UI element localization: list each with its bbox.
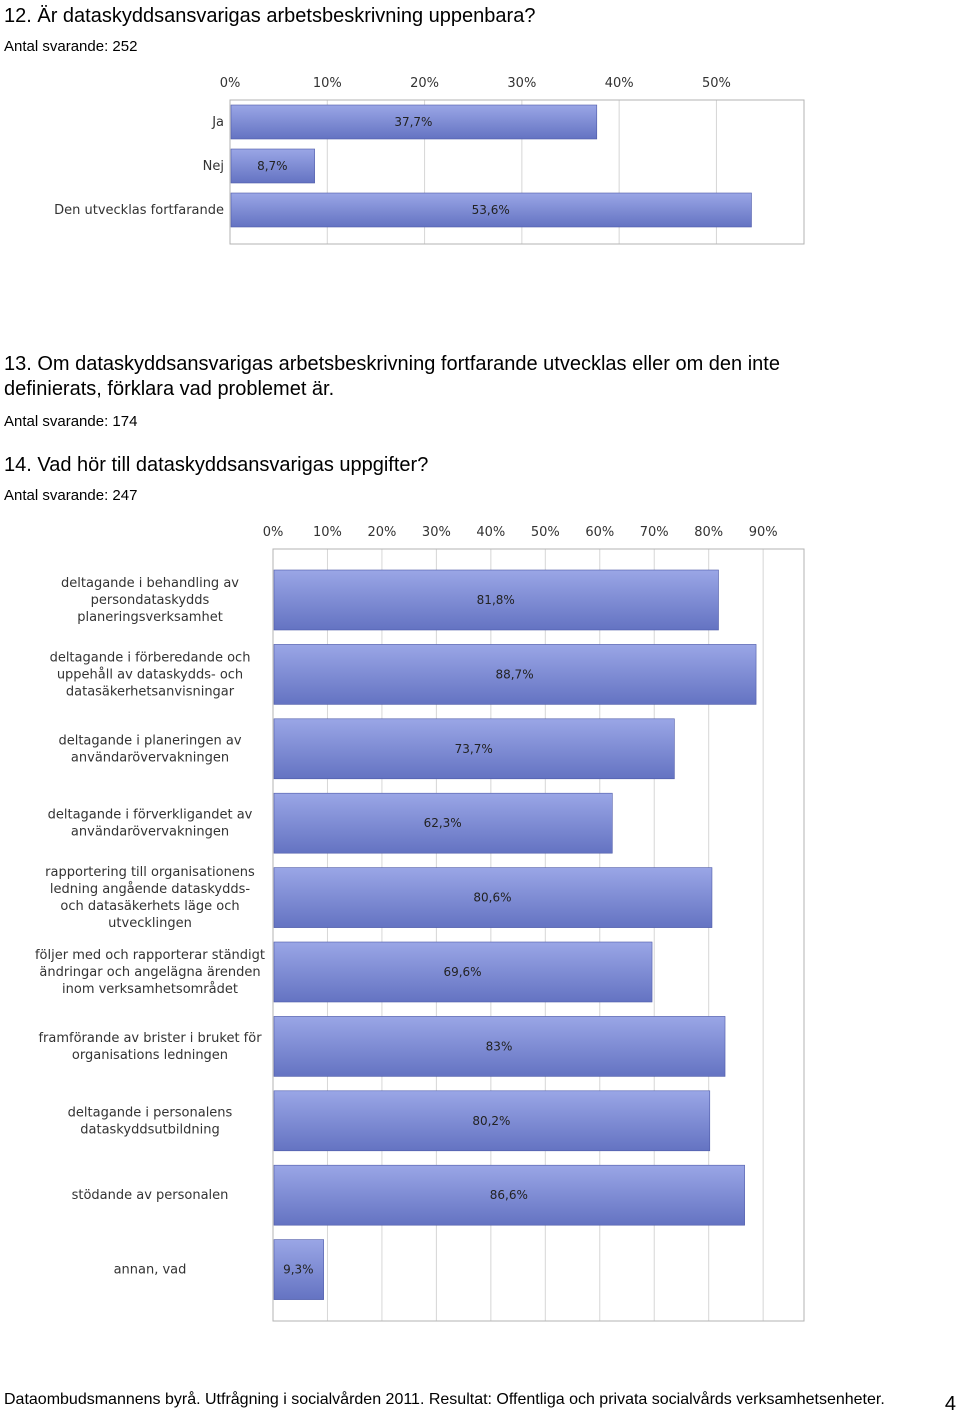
- data-label: 9,3%: [283, 1263, 314, 1277]
- category-label: deltagande i förverkligandet av användarö…: [48, 808, 253, 840]
- bar: [230, 148, 315, 184]
- plot-frame: [229, 99, 805, 245]
- data-label: 8,7%: [257, 159, 288, 173]
- category-label: följer med och rapporterar ständigt ändri…: [35, 948, 265, 997]
- bar: [273, 718, 675, 780]
- q13-title-line2: definierats, förklara vad problemet är.: [4, 378, 335, 400]
- bar: [273, 1090, 711, 1152]
- bar: [273, 1016, 726, 1077]
- data-label: 80,6%: [473, 891, 511, 905]
- category-label: deltagande i planeringen av användaröverv…: [58, 733, 241, 765]
- chart-q12: 0% 10% 20% 30% 40% 50% 37,7% Ja 8,7% Nej 53,6% Den …: [54, 76, 805, 245]
- data-label: 73,7%: [455, 742, 493, 756]
- tick-label: 70%: [640, 525, 669, 540]
- data-label: 80,2%: [472, 1114, 510, 1128]
- tick-label: 50%: [531, 525, 560, 540]
- tick-label: 90%: [749, 525, 778, 540]
- tick-label: 0%: [220, 76, 241, 91]
- bar: [273, 569, 719, 631]
- bar: [273, 644, 757, 705]
- plot-frame: [272, 548, 805, 1322]
- q12-respondents: Antal svarande: 252: [4, 38, 138, 55]
- tick-label: 30%: [507, 76, 536, 91]
- category-label: deltagande i behandling av persondataskyd…: [61, 576, 239, 625]
- tick-label: 80%: [694, 525, 723, 540]
- bar: [273, 792, 613, 854]
- bar: [273, 1239, 324, 1300]
- data-label: 81,8%: [477, 593, 515, 607]
- tick-label: 20%: [410, 76, 439, 91]
- bar: [273, 867, 713, 928]
- q13-title-line1: 13. Om dataskyddsansvarigas arbetsbeskri…: [4, 353, 780, 375]
- data-label: 62,3%: [424, 816, 462, 830]
- tick-label: 0%: [263, 525, 284, 540]
- bar: [273, 941, 653, 1003]
- data-label: 86,6%: [490, 1188, 528, 1202]
- data-label: 53,6%: [472, 203, 510, 217]
- q14-respondents: Antal svarande: 247: [4, 487, 138, 504]
- tick-label: 20%: [367, 525, 396, 540]
- data-label: 83%: [486, 1039, 513, 1053]
- category-label: deltagande i personalens dataskyddsutbild…: [68, 1105, 233, 1137]
- category-label: stödande av personalen: [72, 1188, 229, 1203]
- tick-label: 10%: [313, 525, 342, 540]
- tick-label: 40%: [605, 76, 634, 91]
- tick-label: 50%: [702, 76, 731, 91]
- category-label: Den utvecklas fortfarande: [54, 203, 224, 218]
- bar: [230, 192, 752, 228]
- data-label: 37,7%: [394, 115, 432, 129]
- q14-title: 14. Vad hör till dataskyddsansvarigas up…: [4, 454, 429, 476]
- category-label: framförande av brister i bruket för organ…: [38, 1031, 262, 1063]
- category-label: rapportering till organisationens ledning…: [45, 865, 255, 931]
- category-label: annan, vad: [114, 1263, 187, 1278]
- tick-label: 40%: [476, 525, 505, 540]
- category-label: Ja: [211, 115, 224, 130]
- bar: [230, 104, 598, 140]
- tick-label: 10%: [313, 76, 342, 91]
- tick-label: 30%: [422, 525, 451, 540]
- footer-text: Dataombudsmannens byrå. Utfrågning i soc…: [4, 1391, 885, 1408]
- tick-label: 60%: [585, 525, 614, 540]
- page-number: 4: [944, 1393, 956, 1415]
- data-label: 69,6%: [443, 965, 481, 979]
- bar: [273, 1164, 745, 1226]
- q12-title: 12. Är dataskyddsansvarigas arbetsbeskri…: [4, 5, 536, 27]
- data-label: 88,7%: [495, 667, 533, 681]
- q13-respondents: Antal svarande: 174: [4, 413, 138, 430]
- category-label: deltagande i förberedande och uppehåll av…: [50, 650, 251, 699]
- category-label: Nej: [203, 159, 224, 174]
- chart-q14: 0% 10% 20% 30% 40% 50% 60% 70% 80% 90% 81,8% deltag…: [35, 525, 805, 1322]
